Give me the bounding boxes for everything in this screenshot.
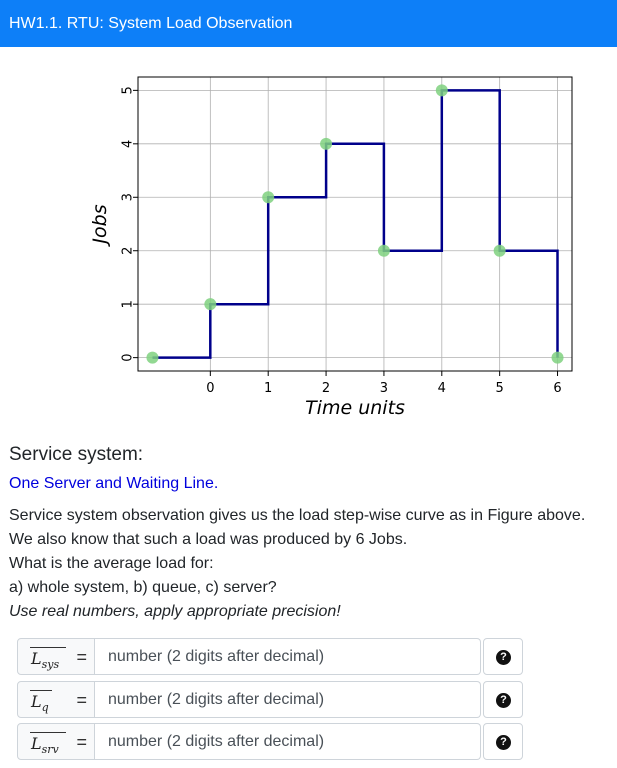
problem-description: Service system observation gives us the … [9, 504, 609, 624]
page-title: HW1.1. RTU: System Load Observation [9, 15, 293, 32]
lsys-symbol: L [31, 649, 42, 668]
y-tick-label: 0 [121, 353, 136, 361]
precision-note: Use real numbers, apply appropriate prec… [9, 603, 341, 620]
page-header: HW1.1. RTU: System Load Observation [0, 0, 617, 47]
data-point-marker [320, 137, 333, 150]
service-title: Service system: [9, 444, 144, 465]
x-tick-label: 4 [438, 381, 446, 396]
lsrv-label: Lsrv = [17, 723, 95, 760]
y-tick-label: 2 [121, 247, 136, 255]
lq-help-button[interactable]: ? [483, 681, 523, 718]
question-circle-icon: ? [496, 693, 511, 708]
x-tick-label: 5 [496, 381, 504, 396]
description-line: Service system observation gives us the … [9, 507, 586, 524]
y-tick-label: 5 [121, 86, 136, 94]
lq-input[interactable] [95, 681, 481, 718]
lsrv-input[interactable] [95, 723, 481, 760]
overline [30, 732, 66, 733]
answer-row-lq: Lq = ? [17, 681, 524, 718]
data-point-marker [204, 298, 217, 311]
lsys-subscript: sys [41, 658, 60, 671]
description-line: What is the average load for: [9, 555, 214, 572]
question-circle-icon: ? [496, 735, 511, 750]
overline [30, 690, 52, 691]
service-subtitle: One Server and Waiting Line. [9, 475, 219, 492]
question-circle-icon: ? [496, 650, 511, 665]
equals-sign: = [76, 732, 87, 752]
data-point-marker [146, 351, 159, 364]
lsys-label: Lsys = [17, 638, 95, 675]
answer-row-lsrv: Lsrv = ? [17, 723, 524, 760]
x-tick-label: 6 [553, 381, 561, 396]
lq-label: Lq = [17, 681, 95, 718]
lsrv-symbol: L [31, 734, 42, 753]
equals-sign: = [76, 647, 87, 667]
lq-symbol: L [31, 692, 42, 711]
overline [30, 647, 66, 648]
lsys-input[interactable] [95, 638, 481, 675]
equals-sign: = [76, 690, 87, 710]
x-tick-label: 0 [206, 381, 214, 396]
lq-subscript: q [41, 701, 49, 714]
data-point-marker [435, 84, 448, 97]
lsrv-help-button[interactable]: ? [483, 723, 523, 760]
y-tick-label: 3 [121, 193, 136, 201]
data-point-marker [493, 244, 506, 257]
y-tick-label: 4 [121, 140, 136, 148]
load-step-line [152, 89, 559, 359]
y-tick-label: 1 [121, 300, 136, 308]
description-line: a) whole system, b) queue, c) server? [9, 579, 277, 596]
answer-row-lsys: Lsys = ? [17, 638, 524, 675]
data-point-marker [377, 244, 390, 257]
load-step-chart: 0 1 2 3 4 5 6 0 1 2 3 4 5 Time units Jobs [89, 76, 573, 419]
description-line: We also know that such a load was produc… [9, 531, 408, 548]
x-tick-label: 1 [264, 381, 272, 396]
data-point-marker [551, 351, 564, 364]
plot-frame [137, 76, 573, 372]
data-point-marker [262, 191, 275, 204]
lsrv-subscript: srv [41, 743, 59, 756]
y-axis-label: Jobs [89, 204, 111, 247]
x-tick-label: 3 [380, 381, 388, 396]
x-tick-label: 2 [322, 381, 330, 396]
x-axis-label: Time units [305, 397, 405, 419]
lsys-help-button[interactable]: ? [483, 638, 523, 675]
